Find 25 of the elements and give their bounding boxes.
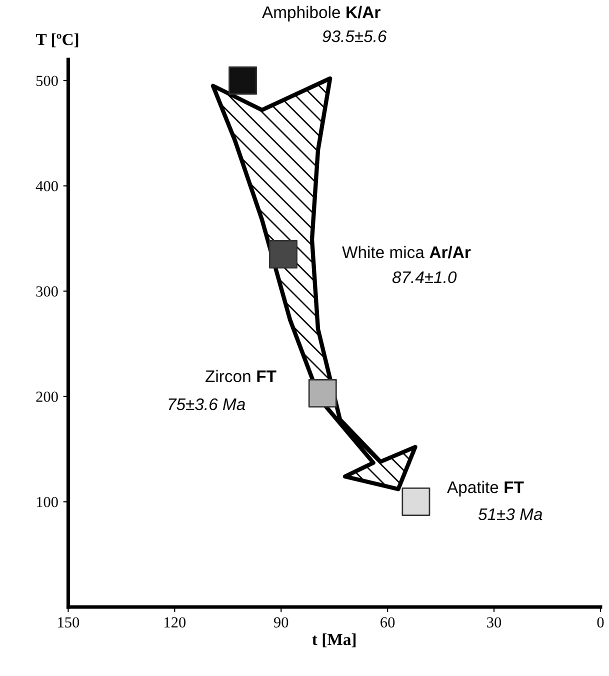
x-tick-label: 90 — [274, 617, 288, 628]
x-tick-label: 150 — [58, 617, 80, 628]
point — [308, 379, 337, 408]
annotation: 51±3 Ma — [478, 508, 542, 520]
annotation: Zircon FT — [206, 370, 276, 382]
x-tick-label: 60 — [380, 617, 395, 628]
x-tick-label: 120 — [164, 617, 186, 628]
annotation: White mica Ar/Ar — [342, 246, 471, 258]
y-tick-label: 400 — [36, 180, 58, 192]
y-tick-label: 100 — [36, 496, 58, 508]
y-axis-title: T [ºC] — [36, 33, 78, 48]
x-tick-label: 0 — [597, 617, 604, 628]
y-tick-label: 200 — [36, 392, 58, 402]
text: Amphibole K/Ar — [262, 6, 380, 22]
y-tick-label: 500 — [36, 76, 58, 86]
point — [269, 240, 298, 269]
annotation: 87.4±1.0 — [392, 271, 457, 284]
point — [228, 66, 258, 95]
annotation: Apatite FT — [447, 480, 524, 496]
y-tick-label: 300 — [36, 286, 58, 297]
x-axis-title: t [Ma] — [312, 633, 356, 648]
text: 93.5±5.6 — [322, 30, 387, 42]
x-tick-label: 30 — [487, 617, 502, 628]
annotation: 75±3.6 Ma — [168, 398, 246, 410]
point — [402, 488, 430, 516]
